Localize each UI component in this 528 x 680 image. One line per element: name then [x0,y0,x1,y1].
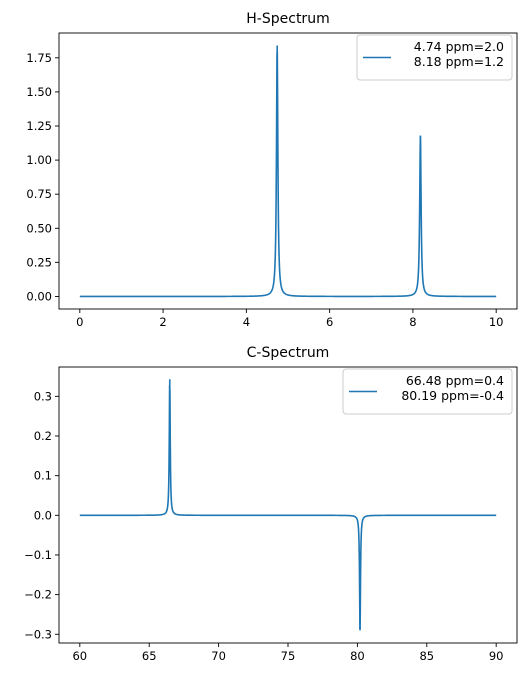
legend-box [342,368,513,415]
legend-entry-line: 4.74 ppm=2.0 [414,39,504,54]
y-tick-label: 0.3 [34,389,52,403]
y-tick-label: 0.0 [34,508,52,522]
y-tick-label: 1.75 [26,51,52,65]
y-tick-label: 1.50 [26,85,52,99]
x-tick-label: 80 [350,649,365,663]
y-tick-label: 0.00 [26,289,52,303]
y-tick-label: 1.00 [26,153,52,167]
y-tick-label: −0.2 [24,588,52,602]
y-tick-label: 0.25 [26,255,52,269]
axes-frame [58,32,518,310]
y-tick-label: 0.50 [26,221,52,235]
charts-group: H-Spectrum 0 2 4 6 8 10 0.00 0.25 0.50 0.75 1.00 1.2… [24,11,518,663]
x-tick-label: 60 [72,649,87,663]
series-line-1 [79,49,497,298]
legend: 4.74 ppm=2.08.18 ppm=1.2 [356,34,513,81]
y-tick-label: −0.3 [24,627,52,641]
legend: 66.48 ppm=0.480.19 ppm=-0.4 [342,368,513,415]
x-tick-label: 75 [281,649,296,663]
y-tick-label: 0.1 [34,469,52,483]
legend-entry-line: 66.48 ppm=0.4 [406,373,504,388]
x-tick-label: 2 [159,315,166,329]
series-line-1 [79,384,497,630]
x-tick-label: 6 [326,315,333,329]
chart-title: H-Spectrum [246,11,329,27]
chart-panel-1: H-Spectrum 0 2 4 6 8 10 0.00 0.25 0.50 0.75 1.00 1.2… [26,11,518,329]
legend-entry-line: 8.18 ppm=1.2 [414,54,504,69]
y-tick-label: −0.1 [24,548,52,562]
x-tick-label: 0 [76,315,83,329]
legend-entry-line: 80.19 ppm=-0.4 [401,388,504,403]
y-tick-label: 0.2 [34,429,52,443]
x-tick-label: 90 [489,649,504,663]
x-tick-label: 8 [409,315,416,329]
x-tick-label: 4 [243,315,250,329]
chart-title: C-Spectrum [247,345,330,361]
y-tick-label: 0.75 [26,187,52,201]
x-tick-label: 85 [419,649,434,663]
x-tick-label: 65 [142,649,157,663]
legend-box [356,34,513,81]
x-tick-label: 10 [489,315,504,329]
x-tick-label: 70 [211,649,226,663]
chart-panel-2: C-Spectrum 60 65 70 75 80 85 90 −0.3 −0.2 −0.1 0.0 0… [24,345,518,663]
y-tick-label: 1.25 [26,119,52,133]
